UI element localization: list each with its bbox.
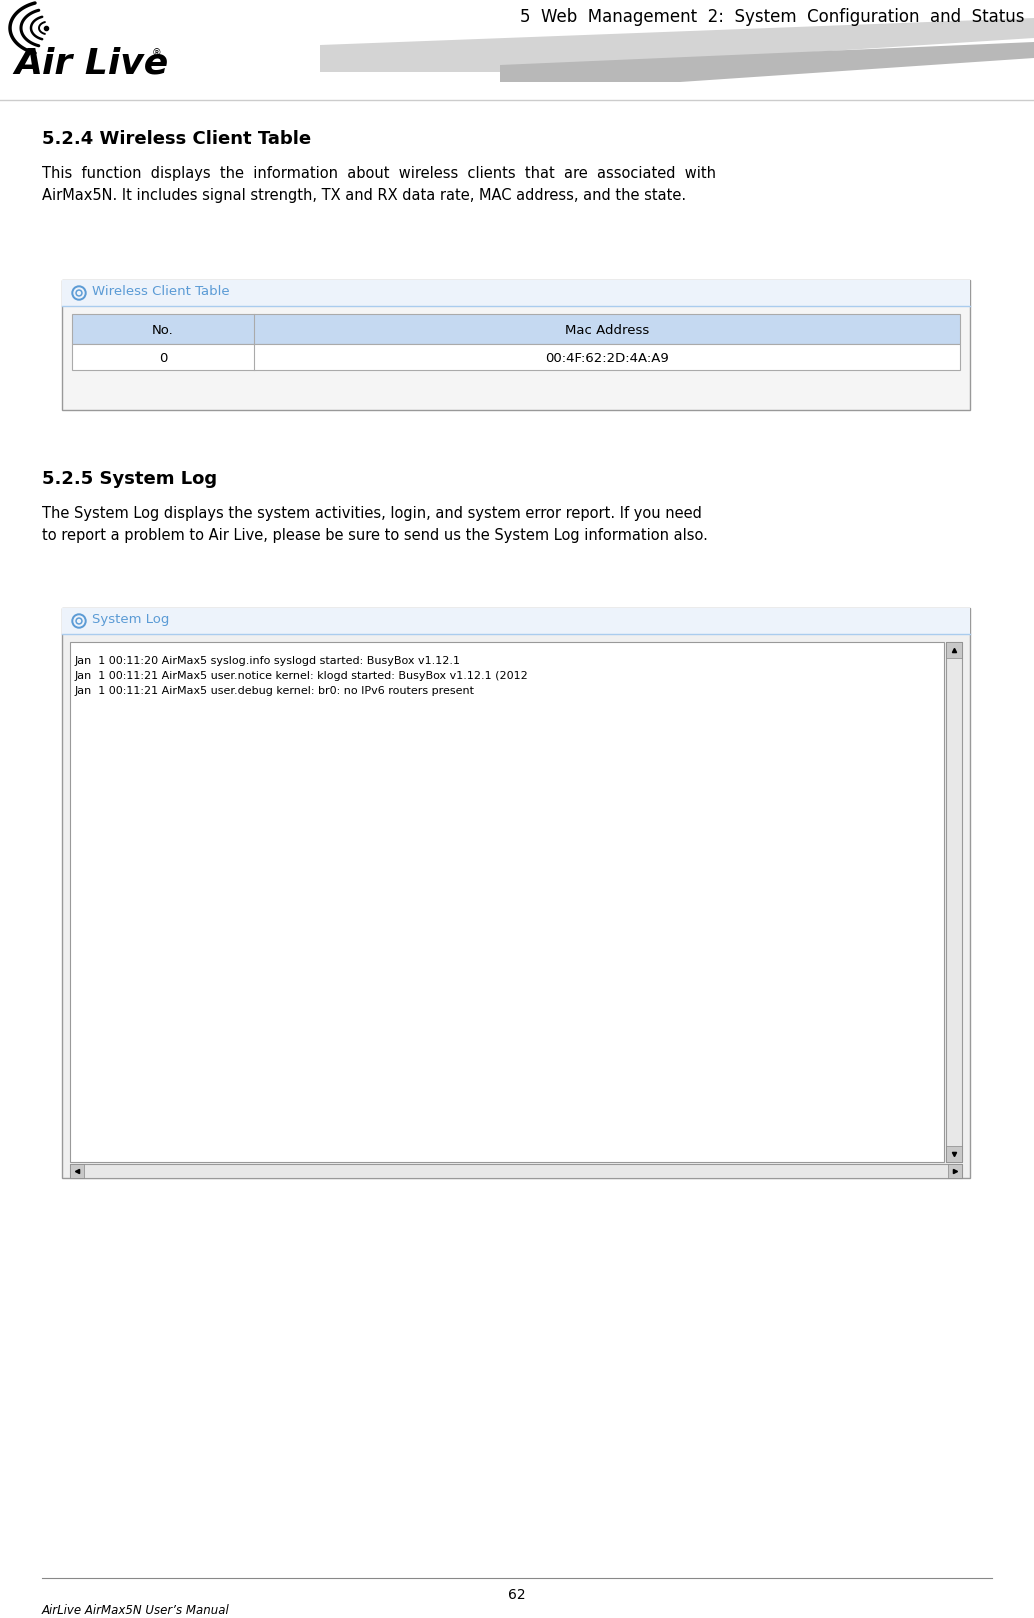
Polygon shape [500,42,1034,83]
Text: AirLive AirMax5N User’s Manual: AirLive AirMax5N User’s Manual [42,1603,230,1616]
Bar [948,1163,962,1178]
Text: System Log: System Log [92,613,170,626]
Text: Jan  1 00:11:21 AirMax5 user.notice kernel: klogd started: BusyBox v1.12.1 (2012: Jan 1 00:11:21 AirMax5 user.notice kerne… [75,671,528,681]
Bar [72,345,960,371]
Circle shape [78,620,81,623]
Bar [70,1163,962,1178]
Circle shape [77,290,82,296]
Text: 5.2.4 Wireless Client Table: 5.2.4 Wireless Client Table [42,129,311,147]
Bar [62,280,970,306]
Bar [946,642,962,659]
Text: This  function  displays  the  information  about  wireless  clients  that  are : This function displays the information a… [42,167,716,204]
Bar [62,608,970,634]
Text: 00:4F:62:2D:4A:A9: 00:4F:62:2D:4A:A9 [545,351,669,364]
Circle shape [72,613,86,628]
Bar [946,1146,962,1162]
Text: 5.2.5 System Log: 5.2.5 System Log [42,469,217,489]
Text: ®: ® [152,49,161,58]
Bar [946,642,962,1162]
FancyBboxPatch shape [62,280,970,409]
Text: Wireless Client Table: Wireless Client Table [92,285,230,298]
Bar [72,314,960,345]
Text: Mac Address: Mac Address [565,324,649,337]
Circle shape [72,286,86,299]
Polygon shape [320,18,1034,71]
FancyBboxPatch shape [62,608,970,1178]
Text: Jan  1 00:11:20 AirMax5 syslog.info syslogd started: BusyBox v1.12.1: Jan 1 00:11:20 AirMax5 syslog.info syslo… [75,655,461,667]
Text: The System Log displays the system activities, login, and system error report. I: The System Log displays the system activ… [42,506,708,544]
Circle shape [74,616,84,626]
Text: Jan  1 00:11:21 AirMax5 user.debug kernel: br0: no IPv6 routers present: Jan 1 00:11:21 AirMax5 user.debug kernel… [75,686,475,696]
Circle shape [77,618,82,625]
Circle shape [78,291,81,294]
Circle shape [74,288,84,298]
Bar [0,0,1034,100]
Text: No.: No. [152,324,174,337]
Bar [70,642,944,1162]
Text: Air Live: Air Live [14,45,169,79]
Bar [70,1163,84,1178]
Text: 0: 0 [159,351,168,364]
Text: 62: 62 [508,1587,526,1602]
Text: 5  Web  Management  2:  System  Configuration  and  Status: 5 Web Management 2: System Configuration… [520,8,1025,26]
